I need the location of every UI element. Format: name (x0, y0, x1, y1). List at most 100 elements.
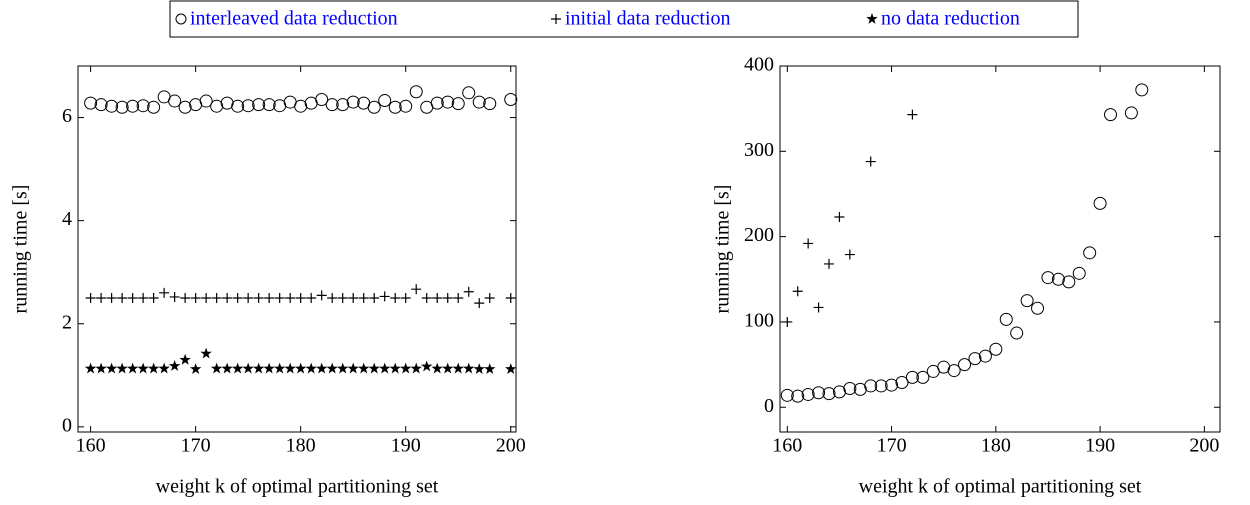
point (117, 292, 128, 303)
point (1062, 275, 1076, 289)
plot-frame (77, 65, 517, 433)
point (126, 99, 140, 113)
point (127, 292, 138, 303)
legend-text: no data reduction (881, 8, 1020, 30)
point (483, 97, 497, 111)
point (231, 99, 245, 113)
point (441, 95, 455, 109)
point (864, 379, 878, 393)
point (347, 362, 359, 374)
legend-marker (866, 13, 878, 24)
point (327, 292, 338, 303)
point (294, 362, 307, 374)
point (905, 370, 919, 384)
point (211, 292, 222, 303)
point (812, 386, 826, 400)
point (295, 292, 306, 303)
point (105, 99, 119, 113)
point (430, 96, 444, 110)
point (159, 287, 170, 298)
point (115, 100, 129, 114)
point (389, 362, 401, 374)
point (874, 379, 888, 393)
point (1135, 83, 1149, 97)
point (179, 353, 191, 365)
point (273, 362, 286, 374)
point (463, 362, 475, 374)
point (782, 316, 793, 327)
point (336, 98, 350, 112)
point (210, 362, 223, 374)
y-tick-label: 400 (744, 54, 774, 76)
legend-marker (175, 13, 187, 25)
point (358, 292, 369, 303)
point (813, 302, 824, 313)
point (473, 363, 485, 374)
point (379, 291, 390, 302)
point (410, 362, 422, 374)
point (1020, 294, 1034, 308)
point (222, 292, 233, 303)
point (463, 286, 474, 297)
point (409, 85, 423, 99)
point (253, 292, 264, 303)
point (1051, 272, 1065, 286)
point (169, 291, 180, 302)
point (1010, 326, 1024, 340)
point (137, 362, 149, 374)
point (325, 98, 339, 112)
point (411, 284, 422, 295)
legend-text: initial data reduction (565, 8, 731, 30)
point (264, 292, 275, 303)
point (316, 290, 327, 301)
point (999, 312, 1013, 326)
x-tick-label: 200 (1189, 435, 1219, 457)
point (1031, 301, 1045, 315)
y-tick-label: 300 (744, 139, 774, 161)
x-tick-label: 160 (772, 435, 802, 457)
point (947, 364, 961, 378)
legend-text: interleaved data reduction (190, 8, 398, 30)
point (346, 95, 360, 109)
point (474, 298, 485, 309)
point (348, 292, 359, 303)
x-tick-label: 180 (981, 435, 1011, 457)
point (431, 362, 443, 374)
point (452, 362, 464, 374)
point (484, 363, 496, 374)
point (148, 292, 159, 303)
point (780, 388, 794, 402)
point (106, 292, 117, 303)
point (232, 292, 243, 303)
y-axis-label: running time [s] (10, 185, 32, 314)
x-tick-label: 190 (391, 435, 421, 457)
point (294, 99, 308, 113)
point (390, 292, 401, 303)
point (968, 352, 982, 366)
point (505, 292, 516, 303)
point (315, 362, 328, 374)
point (379, 362, 391, 374)
point (369, 292, 380, 303)
point (274, 292, 285, 303)
y-tick-label: 0 (764, 395, 774, 417)
point (126, 362, 139, 374)
point (85, 292, 96, 303)
point (388, 100, 402, 114)
point (116, 362, 128, 374)
point (241, 99, 255, 113)
point (94, 98, 108, 112)
point (885, 378, 899, 392)
x-tick-label: 170 (877, 435, 907, 457)
point (178, 100, 192, 114)
point (263, 362, 275, 374)
x-tick-label: 190 (1085, 435, 1115, 457)
point (472, 95, 486, 109)
point (337, 292, 348, 303)
point (220, 96, 234, 110)
point (803, 238, 814, 249)
point (1083, 246, 1097, 260)
point (1093, 196, 1107, 210)
point (189, 363, 202, 374)
